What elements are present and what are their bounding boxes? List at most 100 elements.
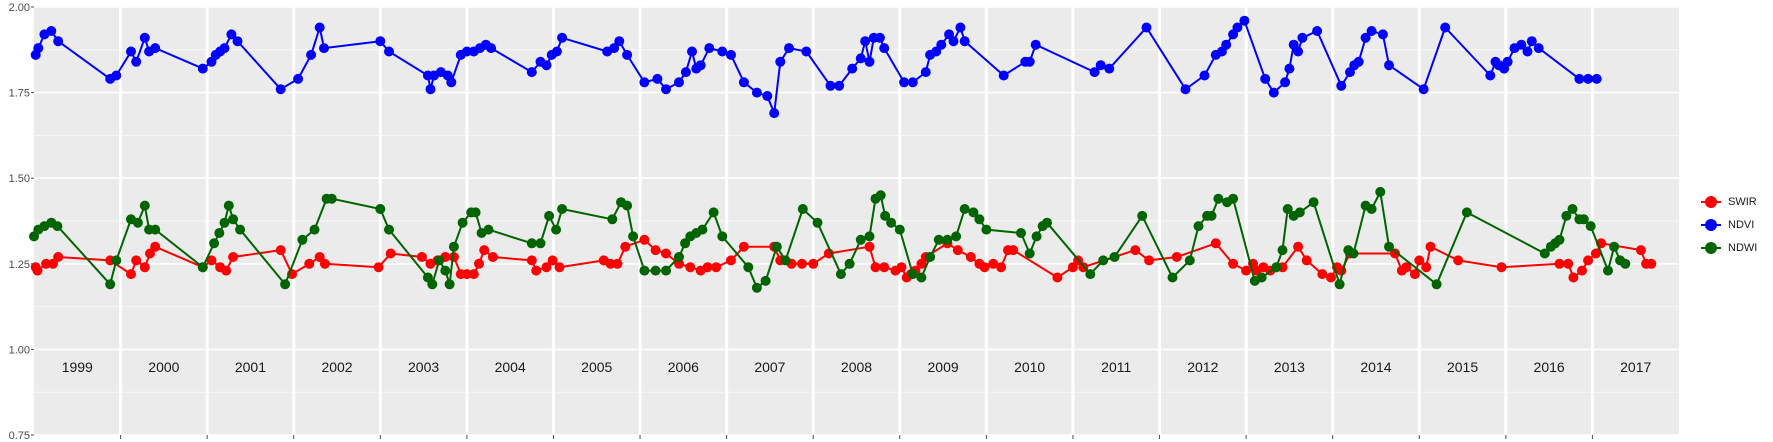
point-swir [1563, 258, 1574, 269]
point-ndvi [1030, 39, 1041, 50]
point-ndvi [879, 43, 890, 54]
point-swir [1144, 255, 1155, 266]
point-ndvi [936, 39, 947, 50]
point-ndwi [1024, 248, 1035, 259]
point-ndvi [860, 36, 871, 47]
point-ndvi [726, 49, 736, 60]
year-label: 2014 [1360, 359, 1391, 375]
point-swir [1554, 258, 1565, 269]
point-swir [685, 262, 696, 273]
point-swir [1390, 248, 1400, 259]
point-ndwi [1167, 272, 1178, 283]
point-ndwi [235, 224, 246, 235]
point-ndwi [1578, 214, 1589, 225]
point-swir [952, 245, 963, 256]
point-ndvi [1485, 70, 1496, 81]
point-ndwi [751, 282, 762, 293]
point-ndvi [1268, 87, 1279, 98]
point-ndwi [639, 265, 650, 276]
point-ndwi [1271, 262, 1282, 273]
point-swir [468, 269, 479, 280]
point-ndvi [834, 80, 845, 91]
point-swir [639, 234, 650, 245]
point-ndvi [232, 36, 243, 47]
point-ndwi [526, 238, 537, 249]
point-ndvi [1360, 32, 1371, 43]
point-swir [1421, 262, 1432, 273]
point-ndwi [1561, 210, 1572, 221]
point-ndvi [384, 46, 394, 57]
y-tick-label: 0.75 [9, 430, 30, 442]
point-ndwi [864, 231, 875, 242]
point-ndvi [920, 67, 931, 78]
point-ndvi [1260, 73, 1271, 84]
point-swir [661, 248, 671, 259]
point-ndwi [907, 269, 918, 280]
point-ndwi [197, 262, 208, 273]
point-swir [864, 241, 875, 252]
legend-key-ndwi [1700, 237, 1722, 259]
point-swir [879, 262, 890, 273]
legend-label-ndwi: NDWI [1728, 241, 1758, 254]
point-ndwi [628, 231, 639, 242]
point-ndwi [1206, 210, 1217, 221]
point-swir [979, 262, 990, 273]
legend-key-swir [1700, 191, 1722, 213]
point-swir [541, 262, 552, 273]
point-swir [1590, 248, 1601, 259]
point-ndwi [680, 238, 691, 249]
point-ndvi [738, 77, 749, 88]
point-swir [221, 265, 232, 276]
point-ndwi [375, 204, 386, 214]
point-ndvi [1533, 43, 1544, 54]
point-swir [275, 245, 286, 256]
point-swir [702, 262, 713, 273]
year-label: 2009 [928, 359, 959, 375]
point-ndvi [1180, 84, 1191, 95]
point-ndwi [1213, 193, 1224, 204]
year-label: 2010 [1014, 359, 1045, 375]
year-label: 1999 [62, 359, 93, 375]
legend-label-swir: SWIR [1728, 195, 1757, 208]
point-ndvi [219, 43, 230, 54]
point-ndvi [197, 63, 208, 74]
point-ndwi [434, 255, 445, 266]
point-ndwi [1366, 204, 1377, 214]
point-ndwi [1334, 279, 1345, 290]
point-ndwi [743, 262, 754, 273]
point-ndvi [425, 84, 436, 95]
year-label: 2015 [1447, 359, 1478, 375]
legend-item-ndwi: NDWI [1700, 236, 1770, 259]
point-swir [870, 262, 881, 273]
year-label: 2003 [408, 359, 439, 375]
point-swir [228, 252, 239, 262]
point-ndvi [622, 49, 633, 60]
point-swir [487, 252, 498, 262]
point-ndwi [1585, 221, 1596, 232]
point-ndwi [440, 265, 451, 276]
legend-dot-ndwi [1705, 241, 1717, 254]
point-ndvi [614, 36, 625, 47]
point-ndwi [974, 214, 985, 225]
point-swir [150, 241, 161, 252]
point-ndvi [111, 70, 122, 81]
point-swir [605, 258, 616, 269]
point-ndwi [551, 224, 562, 235]
point-swir [1583, 255, 1594, 266]
point-ndwi [1603, 265, 1613, 276]
point-swir [304, 258, 315, 269]
point-swir [1646, 258, 1657, 269]
point-swir [461, 269, 472, 280]
legend-key-ndvi [1700, 214, 1722, 236]
year-label: 2008 [841, 359, 872, 375]
point-ndvi [661, 84, 671, 95]
series-layer [29, 15, 1657, 293]
point-ndvi [486, 43, 497, 54]
point-ndwi [1042, 217, 1052, 228]
point-swir [1293, 241, 1304, 252]
point-ndwi [951, 231, 962, 242]
point-swir [1301, 255, 1312, 266]
point-ndwi [1184, 255, 1195, 266]
point-ndvi [639, 77, 650, 88]
year-label: 2011 [1101, 359, 1131, 375]
